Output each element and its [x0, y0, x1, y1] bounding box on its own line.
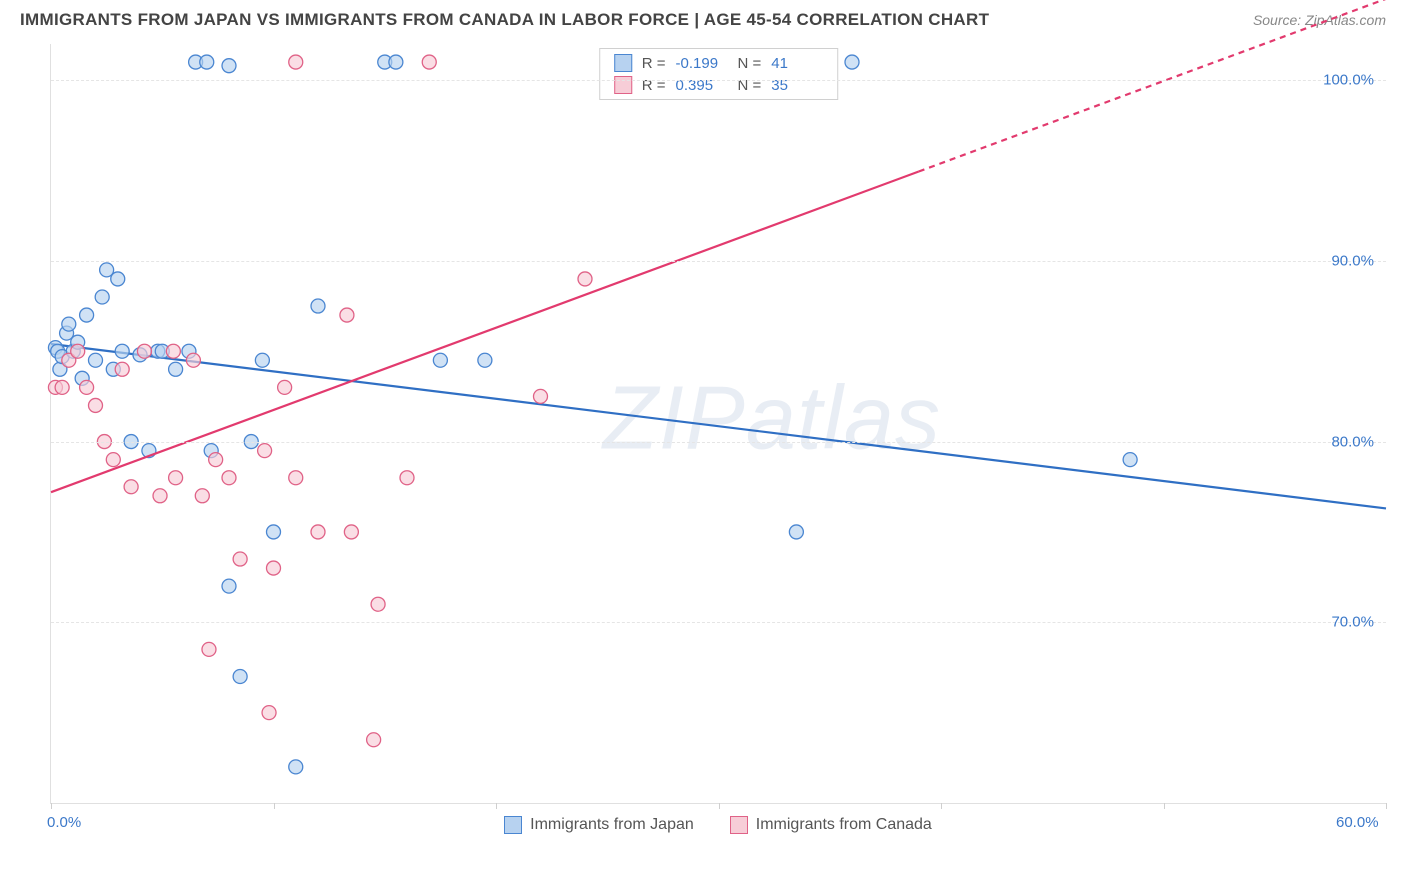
stats-row: R = -0.199 N = 41: [600, 52, 838, 74]
n-value: 35: [771, 77, 823, 94]
x-tick: [51, 803, 52, 809]
x-tick: [719, 803, 720, 809]
y-tick-label: 70.0%: [1331, 614, 1374, 631]
title-bar: IMMIGRANTS FROM JAPAN VS IMMIGRANTS FROM…: [0, 0, 1406, 44]
legend-swatch: [730, 816, 748, 834]
r-value: 0.395: [676, 77, 728, 94]
legend-item: Immigrants from Canada: [730, 816, 932, 834]
gridline: [51, 261, 1386, 262]
n-value: 41: [771, 55, 823, 72]
gridline: [51, 80, 1386, 81]
series-swatch: [614, 76, 632, 94]
source-attribution: Source: ZipAtlas.com: [1253, 12, 1386, 28]
r-label: R =: [642, 77, 666, 94]
y-tick-label: 90.0%: [1331, 252, 1374, 269]
legend-label: Immigrants from Canada: [756, 816, 932, 834]
x-tick: [941, 803, 942, 809]
legend-item: Immigrants from Japan: [504, 816, 694, 834]
y-tick-label: 100.0%: [1323, 72, 1374, 89]
x-tick: [274, 803, 275, 809]
stats-legend: R = -0.199 N = 41 R = 0.395 N = 35: [599, 48, 839, 100]
gridline: [51, 622, 1386, 623]
x-tick: [496, 803, 497, 809]
plot-area: ZIPatlas R =-0.199N =41R =0.395N =35 70.…: [50, 44, 1386, 804]
plot-wrapper: In Labor Force | Age 45-54 ZIPatlas R =-…: [50, 44, 1386, 804]
gridline: [51, 442, 1386, 443]
x-tick: [1164, 803, 1165, 809]
plot-svg: [51, 44, 1386, 803]
r-value: -0.199: [676, 55, 728, 72]
n-label: N =: [738, 77, 762, 94]
series-swatch: [614, 54, 632, 72]
bottom-legend: Immigrants from Japan Immigrants from Can…: [50, 816, 1386, 834]
legend-swatch: [504, 816, 522, 834]
n-label: N =: [738, 55, 762, 72]
chart-title: IMMIGRANTS FROM JAPAN VS IMMIGRANTS FROM…: [20, 10, 989, 30]
x-tick: [1386, 803, 1387, 809]
legend-label: Immigrants from Japan: [530, 816, 694, 834]
stats-row: R = 0.395 N = 35: [600, 74, 838, 96]
y-tick-label: 80.0%: [1331, 433, 1374, 450]
r-label: R =: [642, 55, 666, 72]
